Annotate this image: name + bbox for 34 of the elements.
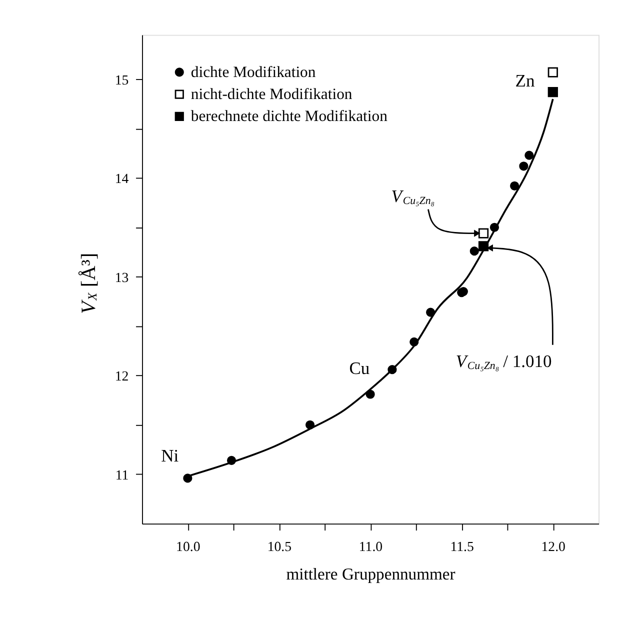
- annotation: Cu: [349, 358, 370, 378]
- point: [524, 150, 534, 160]
- y-tick-label: 13: [114, 270, 129, 285]
- legend-label: berechnete dichte Modifikation: [190, 108, 388, 126]
- x-tick-label: 11.5: [450, 538, 474, 554]
- x-tick-label: 10.0: [176, 538, 200, 554]
- point: [478, 228, 489, 238]
- x-tick-label: 12.0: [541, 538, 566, 554]
- x-tick-label: 10.5: [267, 538, 292, 554]
- x-axis-title: mittlere Gruppennummer: [286, 564, 456, 584]
- point: [388, 365, 397, 374]
- y-tick-label: 12: [114, 368, 129, 384]
- point: [410, 337, 419, 346]
- point: [510, 181, 520, 190]
- legend-label: nicht-dichte Modifikation: [190, 86, 352, 103]
- point: [519, 162, 528, 171]
- x-tick-label: 11.0: [358, 538, 383, 554]
- point: [305, 420, 315, 430]
- y-tick-label: 14: [114, 171, 129, 186]
- y-axis-title: VX [Å³]: [78, 252, 100, 314]
- point: [366, 390, 375, 399]
- y-tick-label: 15: [114, 72, 129, 88]
- point: [478, 241, 489, 252]
- point: [548, 87, 558, 98]
- point: [426, 308, 436, 317]
- point: [183, 474, 192, 483]
- annotation: Zn: [515, 70, 535, 91]
- point: [226, 456, 236, 465]
- point: [490, 222, 500, 232]
- point: [548, 67, 558, 78]
- point: [470, 246, 479, 256]
- legend-label: dichte Modifikation: [190, 64, 316, 81]
- annotation: Ni: [161, 446, 179, 466]
- y-tick-label: 11: [115, 467, 129, 482]
